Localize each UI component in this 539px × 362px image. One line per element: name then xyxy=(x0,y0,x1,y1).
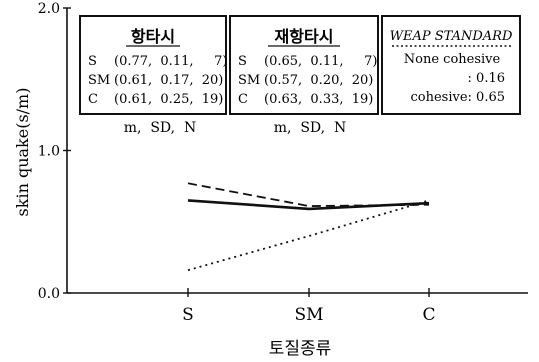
weap-line-noncohesive-value: : 0.16 xyxy=(468,71,505,86)
weap-line-cohesive: cohesive: 0.65 xyxy=(411,90,506,105)
legend-box-jaehangtasi: 재항타시 S (0.65, 0.11, 7) SM (0.57, 0.20, 2… xyxy=(229,15,379,115)
legend-row-soil: SM xyxy=(238,73,260,88)
legend-box-frame xyxy=(229,15,379,115)
x-ticks: S SM C xyxy=(182,288,436,325)
legend-box-frame xyxy=(79,15,227,115)
x-tick-label-c: C xyxy=(422,305,435,325)
weap-standard-box: WEAP STANDARD None cohesive : 0.16 cohes… xyxy=(381,15,521,115)
legend-title-jaehangtasi: 재항타시 xyxy=(275,27,334,46)
legend-footer-hangtasi: m, SD, N xyxy=(124,120,197,136)
series-line-weap-standard xyxy=(187,199,430,272)
y-axis-title: skin quake(s/m) xyxy=(13,88,32,217)
series-lines xyxy=(187,182,430,272)
y-tick-label-0: 0.0 xyxy=(38,286,60,302)
x-tick-label-sm: SM xyxy=(294,305,323,325)
weap-line-noncohesive: None cohesive xyxy=(404,52,501,67)
x-tick-label-s: S xyxy=(182,305,194,325)
legend-footer-jaehangtasi: m, SD, N xyxy=(274,120,347,136)
legend-row-soil: S xyxy=(88,54,97,69)
series-line-jaehangtasi xyxy=(187,182,430,208)
legend-row-values: (0.63, 0.33, 19) xyxy=(264,92,373,107)
y-tick-label-2: 2.0 xyxy=(38,1,60,17)
legend-row-soil: C xyxy=(238,92,248,107)
y-ticks: 0.0 1.0 2.0 xyxy=(38,1,71,302)
legend-row-values: (0.61, 0.25, 19) xyxy=(114,92,223,107)
legend-row-values: (0.65, 0.11, 7) xyxy=(264,54,378,69)
legend-title-hangtasi: 항타시 xyxy=(131,27,175,46)
x-axis-title: 토질종류 xyxy=(269,339,332,359)
legend-row-values: (0.57, 0.20, 20) xyxy=(264,73,373,88)
legend-row-soil: C xyxy=(88,92,98,107)
legend-row-values: (0.61, 0.17, 20) xyxy=(114,73,223,88)
legend-row-values: (0.77, 0.11, 7) xyxy=(114,54,228,69)
y-tick-label-1: 1.0 xyxy=(38,144,60,160)
series-line-hangtasi xyxy=(187,199,430,211)
weap-title: WEAP STANDARD xyxy=(390,29,513,44)
legend-box-hangtasi: 항타시 S (0.77, 0.11, 7) SM (0.61, 0.17, 20… xyxy=(79,15,228,115)
weap-box-frame xyxy=(381,15,521,115)
legend-row-soil: SM xyxy=(88,73,110,88)
legend-row-soil: S xyxy=(238,54,247,69)
